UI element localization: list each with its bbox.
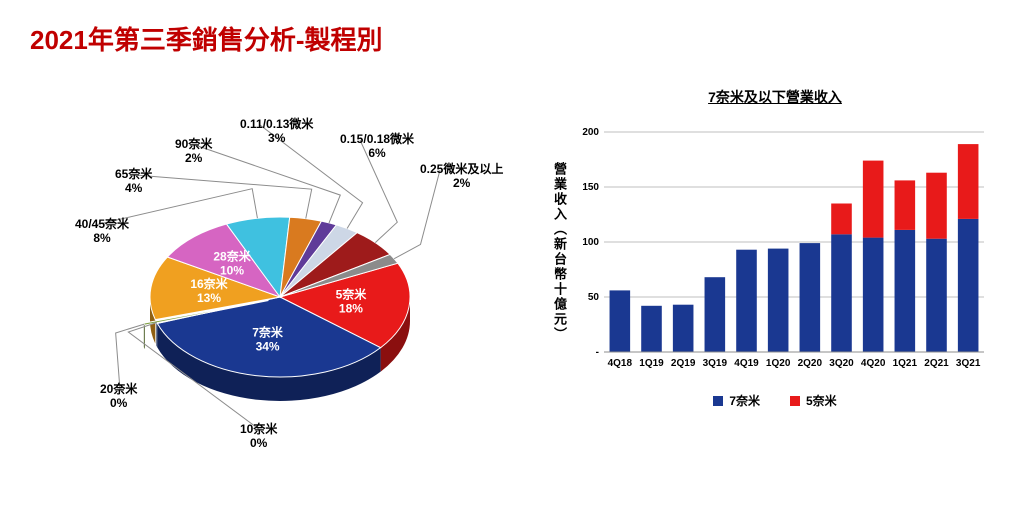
y-tick: - bbox=[596, 347, 599, 358]
y-tick: 150 bbox=[582, 182, 599, 193]
bar-segment bbox=[768, 249, 789, 352]
legend-label: 5奈米 bbox=[806, 392, 837, 409]
x-tick: 2Q19 bbox=[671, 358, 696, 369]
bar-segment bbox=[895, 180, 916, 230]
bar-legend: 7奈米 5奈米 bbox=[550, 392, 1000, 409]
bar-segment bbox=[673, 305, 694, 352]
pie-leader bbox=[195, 145, 340, 223]
pie-outer-label: 0.11/0.13微米3% bbox=[240, 117, 313, 146]
bar-ylabel: 營業收入（新台幣十億元） bbox=[550, 162, 569, 342]
pie-slice-side bbox=[156, 322, 157, 348]
legend-item: 7奈米 bbox=[713, 392, 760, 409]
bar-segment bbox=[863, 238, 884, 352]
bar-chart: 7奈米及以下營業收入 營業收入（新台幣十億元） - 50 100 150 200 4Q18… bbox=[550, 87, 1000, 409]
pie-slice-pct: 13% bbox=[197, 291, 221, 305]
pie-slice-pct: 34% bbox=[256, 339, 280, 353]
y-tick: 100 bbox=[582, 237, 599, 248]
bar-segment bbox=[641, 306, 662, 352]
bar-segment bbox=[610, 290, 631, 352]
x-tick: 2Q21 bbox=[924, 358, 949, 369]
x-tick: 2Q20 bbox=[798, 358, 823, 369]
pie-slice-pct: 18% bbox=[339, 301, 363, 315]
x-tick: 3Q19 bbox=[703, 358, 728, 369]
charts-row: 5奈米18%7奈米34%16奈米13%28奈米10% 10奈米0%20奈米0%4… bbox=[30, 87, 1003, 447]
bar-segment bbox=[831, 234, 852, 352]
x-tick: 4Q20 bbox=[861, 358, 886, 369]
pie-outer-label: 0.15/0.18微米6% bbox=[340, 132, 414, 161]
bar-segment bbox=[958, 219, 979, 352]
bar-segment bbox=[926, 239, 947, 352]
x-tick: 3Q20 bbox=[829, 358, 854, 369]
legend-swatch bbox=[713, 396, 723, 406]
bar-segment bbox=[895, 230, 916, 352]
pie-chart: 5奈米18%7奈米34%16奈米13%28奈米10% 10奈米0%20奈米0%4… bbox=[30, 87, 530, 447]
bar-svg: - 50 100 150 200 4Q18 1Q19 2Q19 3Q19 4Q19 1Q20 2Q20… bbox=[569, 122, 989, 382]
pie-outer-label: 0.25微米及以上2% bbox=[420, 162, 503, 191]
pie-outer-label: 65奈米4% bbox=[115, 167, 152, 196]
pie-outer-label: 20奈米0% bbox=[100, 382, 137, 411]
y-tick: 200 bbox=[582, 127, 599, 138]
pie-slice-label: 16奈米 bbox=[190, 276, 228, 291]
pie-outer-label: 40/45奈米8% bbox=[75, 217, 129, 246]
bar-segment bbox=[863, 161, 884, 238]
pie-outer-label: 10奈米0% bbox=[240, 422, 277, 451]
bar-segment bbox=[926, 173, 947, 239]
legend-swatch bbox=[790, 396, 800, 406]
pie-leader bbox=[135, 175, 312, 219]
bar-segment bbox=[958, 144, 979, 219]
x-tick: 4Q18 bbox=[608, 358, 633, 369]
pie-slice-label: 7奈米 bbox=[252, 324, 284, 339]
bar-chart-title: 7奈米及以下營業收入 bbox=[550, 87, 1000, 107]
page-title: 2021年第三季銷售分析-製程別 bbox=[30, 20, 1003, 57]
legend-label: 7奈米 bbox=[729, 392, 760, 409]
x-tick: 1Q20 bbox=[766, 358, 791, 369]
x-tick: 1Q21 bbox=[893, 358, 918, 369]
legend-item: 5奈米 bbox=[790, 392, 837, 409]
x-tick: 4Q19 bbox=[734, 358, 759, 369]
pie-slice-pct: 10% bbox=[220, 263, 244, 277]
pie-outer-label: 90奈米2% bbox=[175, 137, 212, 166]
pie-slice-label: 28奈米 bbox=[213, 248, 251, 263]
x-tick: 1Q19 bbox=[639, 358, 664, 369]
bar-segment bbox=[800, 243, 821, 352]
bar-segment bbox=[705, 277, 726, 352]
pie-leader bbox=[116, 324, 145, 390]
bar-segment bbox=[831, 204, 852, 235]
x-tick: 3Q21 bbox=[956, 358, 981, 369]
y-tick: 50 bbox=[588, 292, 600, 303]
pie-slice-label: 5奈米 bbox=[336, 286, 368, 301]
bar-segment bbox=[736, 250, 757, 352]
